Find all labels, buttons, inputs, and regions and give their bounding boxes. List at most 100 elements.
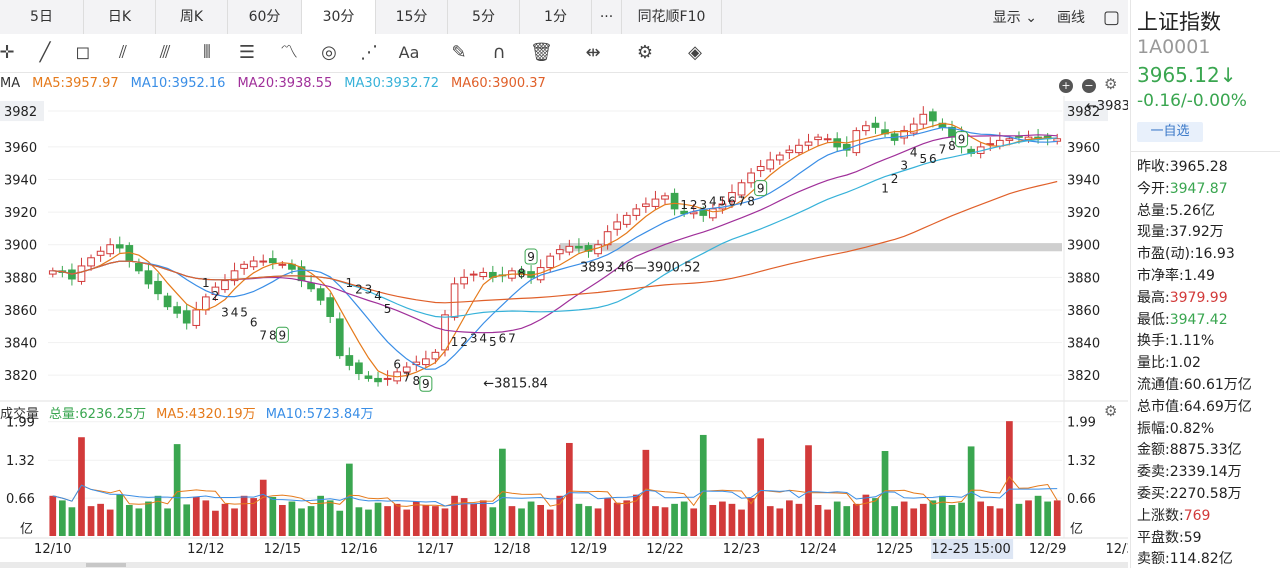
stat-value: 8875.33亿 xyxy=(1169,442,1242,459)
tab-6[interactable]: 5分 xyxy=(448,0,520,34)
candle xyxy=(766,159,775,170)
crosshair-icon[interactable]: ✛ xyxy=(0,42,15,63)
sequence-label: 5 xyxy=(240,305,248,319)
stat-value: 5.26亿 xyxy=(1169,202,1215,219)
add-watchlist-button[interactable]: 一自选 xyxy=(1137,122,1203,142)
volume-bar xyxy=(508,506,516,536)
candle xyxy=(900,130,909,139)
sequence-label: 3 xyxy=(699,198,707,212)
volume-bar xyxy=(192,496,200,536)
price-annotation: ←3815.84 xyxy=(483,377,548,392)
text-tool-icon[interactable]: Aa xyxy=(398,43,420,62)
wave-tool-icon[interactable]: 〽 xyxy=(280,42,298,63)
nine-badge xyxy=(275,326,289,343)
tab-7[interactable]: 1分 xyxy=(520,0,592,34)
price-tick-left: 3900 xyxy=(4,239,37,254)
price-tick-right-current: 3982 xyxy=(1067,105,1100,120)
stat-row: 委卖:2339.14万 xyxy=(1137,461,1242,481)
index-code: 1A0001 xyxy=(1137,36,1211,58)
candle xyxy=(594,244,602,255)
volume-bar xyxy=(412,501,420,536)
tab-4[interactable]: 30分 xyxy=(302,0,376,34)
candle xyxy=(173,306,181,314)
channel-tool-icon[interactable]: ⫻ xyxy=(159,42,171,63)
volume-bar xyxy=(489,507,497,536)
index-name: 上证指数 xyxy=(1137,10,1221,34)
gann-tool-icon[interactable]: ⋰ xyxy=(360,42,378,63)
sequence-label: 9 xyxy=(958,133,966,147)
volume-bar xyxy=(470,503,478,536)
layers-tool-icon[interactable]: ◈ xyxy=(688,42,702,63)
price-band xyxy=(560,243,1062,252)
tab-0[interactable]: 5日 xyxy=(0,0,84,34)
candle xyxy=(192,309,201,326)
fib-tool-icon[interactable]: ☰ xyxy=(238,42,256,63)
stat-label: 总量: xyxy=(1137,202,1170,219)
tab-2[interactable]: 周K xyxy=(156,0,228,34)
settings-tool-icon[interactable]: ⚙ xyxy=(636,42,654,63)
volume-bar xyxy=(365,509,372,536)
zoom-out-icon[interactable]: − xyxy=(1082,79,1096,93)
tab-3[interactable]: 60分 xyxy=(228,0,302,34)
brush-tool-icon[interactable]: ✎ xyxy=(451,42,467,63)
volume-settings-icon[interactable]: ⚙ xyxy=(1104,402,1118,420)
zoom-in-icon[interactable]: + xyxy=(1059,79,1073,93)
display-menu[interactable]: 显示 ⌄ xyxy=(992,10,1037,26)
ma_legend-item: MA20:3938.55 xyxy=(237,76,333,91)
volume-bar xyxy=(298,508,305,536)
line-tool-icon[interactable]: ╱ xyxy=(39,42,51,63)
panel-toggle-icon[interactable]: ▢ xyxy=(1102,6,1120,28)
volume-bar xyxy=(594,508,602,536)
x-tick-label: 12/10 xyxy=(34,542,71,557)
price-annotation: 3893.46—3900.52 xyxy=(580,260,701,275)
price-tick-left: 3880 xyxy=(4,271,37,286)
stat-row: 总量:5.26亿 xyxy=(1137,200,1215,220)
sequence-label: 9 xyxy=(757,182,765,196)
sequence-label: 2 xyxy=(355,283,363,297)
draw-line-button[interactable]: 画线 xyxy=(1056,10,1085,26)
candle xyxy=(1053,138,1062,142)
tab-5[interactable]: 15分 xyxy=(376,0,448,34)
candle xyxy=(307,282,315,290)
candle xyxy=(441,314,449,351)
candle xyxy=(115,244,124,249)
tab-8[interactable]: ··· xyxy=(592,0,622,34)
bars-tool-icon[interactable]: ⦀ xyxy=(203,42,211,63)
volume-bar xyxy=(460,498,468,536)
candle xyxy=(201,296,210,311)
candle xyxy=(546,255,555,269)
candle xyxy=(326,297,335,317)
price-tick-right: 3880 xyxy=(1067,271,1100,286)
candle xyxy=(1005,138,1014,141)
sequence-label: 1 xyxy=(346,276,354,290)
ma-settings-icon[interactable]: ⚙ xyxy=(1104,75,1118,93)
volume-bar xyxy=(919,503,927,536)
stat-row: 最低:3947.42 xyxy=(1137,309,1228,329)
rect-tool-icon[interactable]: ◻ xyxy=(75,42,91,63)
sequence-label: 1 xyxy=(202,276,210,290)
kline-chart[interactable]: 3820 3820 3840 3840 3860 3860 3880 3880 3900 3900… xyxy=(0,0,1128,568)
stat-label: 市净率: xyxy=(1137,268,1184,284)
sequence-label: 6 xyxy=(250,315,258,329)
tab-1[interactable]: 日K xyxy=(84,0,156,34)
tab-9[interactable]: 同花顺F10 xyxy=(622,0,722,34)
expand-tool-icon[interactable]: ⇹ xyxy=(585,42,601,63)
sequence-label: 7 xyxy=(939,142,947,156)
volume-bar xyxy=(393,503,401,536)
vol-ma10-line xyxy=(52,484,1058,507)
volume-legend: 成交量 总量:6236.25万 MA5:4320.19万 MA10:5723.84万 xyxy=(0,403,383,422)
stat-label: 换手: xyxy=(1137,333,1170,350)
sequence-label: 6 xyxy=(393,358,401,372)
fan-tool-icon[interactable]: ⫽ xyxy=(118,42,128,63)
cycle-tool-icon[interactable]: ◎ xyxy=(321,42,337,63)
volume-bar xyxy=(852,503,860,536)
magnet-tool-icon[interactable]: ∩ xyxy=(492,42,506,63)
stat-value: 1.49 xyxy=(1183,268,1215,284)
candle xyxy=(96,250,105,256)
candle xyxy=(632,208,641,216)
stat-row: 卖额:114.82亿 xyxy=(1137,548,1233,568)
stat-value: 2339.14万 xyxy=(1169,464,1242,481)
volume-bar xyxy=(671,503,678,536)
price-tick-right: 3900 xyxy=(1067,239,1100,254)
delete-tool-icon[interactable]: 🗑 xyxy=(530,42,553,63)
